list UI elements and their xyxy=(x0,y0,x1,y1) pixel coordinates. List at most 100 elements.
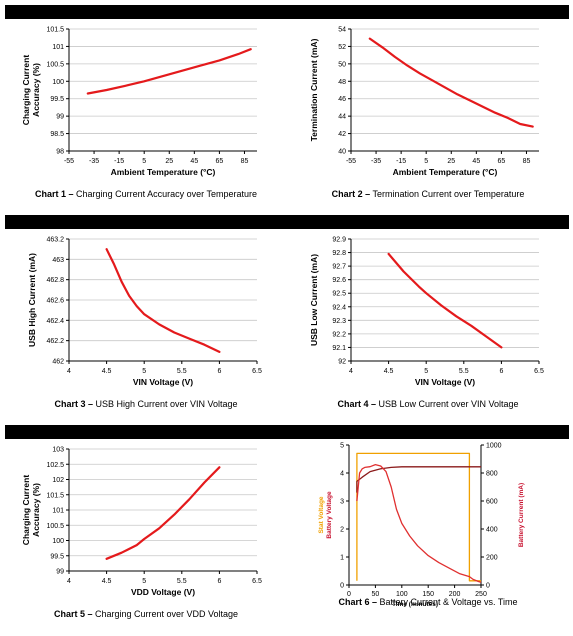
chart-4-svg: 92 92.1 92.2 92.3 92.4 92.5 92.6 92.7 92.8 92.9 4 4… xyxy=(309,237,544,388)
x-tick-label: 85 xyxy=(523,158,531,165)
y-tick-label: 100.5 xyxy=(46,523,64,530)
x-tick-label: 25 xyxy=(165,158,173,165)
y-tick-label: 50 xyxy=(338,61,346,68)
chart-3-svg: 462 462.2 462.4 462.6 462.8 463 463.2 4 4.5 5 5.5 6… xyxy=(27,237,262,388)
y-tick-label: 100 xyxy=(52,538,64,545)
x-tick-label: 4 xyxy=(67,578,71,585)
x-tick-label: 250 xyxy=(475,591,487,598)
x-tick-label: 65 xyxy=(216,158,224,165)
y-tick-label: 102.5 xyxy=(46,462,64,469)
series-line xyxy=(105,248,221,354)
x-tick-label: -55 xyxy=(346,158,356,165)
y-tick-label: 99.5 xyxy=(50,553,64,560)
x-tick-label: 5.5 xyxy=(177,368,187,375)
caption-text: Battery Current & Voltage vs. Time xyxy=(376,597,518,607)
y-tick-label: 92.8 xyxy=(332,250,346,257)
panel-header-bar xyxy=(287,425,569,439)
y-axis-label: Accuracy (%) xyxy=(31,483,41,537)
x-tick-label: 5 xyxy=(142,578,146,585)
y-tick-label: 54 xyxy=(338,27,346,34)
x-tick-label: -55 xyxy=(64,158,74,165)
y-tick-label: 92 xyxy=(338,359,346,366)
x-tick-label: -35 xyxy=(371,158,381,165)
caption-number: Chart 1 – xyxy=(35,189,74,199)
y-tick-label: 101.5 xyxy=(46,492,64,499)
x-tick-label: 4 xyxy=(67,368,71,375)
x-tick-label: 150 xyxy=(422,591,434,598)
y-tick-label: 99 xyxy=(56,569,64,576)
y-tick-label: 462.6 xyxy=(46,298,64,305)
x-tick-label: 5 xyxy=(142,368,146,375)
panel-header-bar xyxy=(287,5,569,19)
x-axis-label: Ambient Temperature (°C) xyxy=(393,167,498,177)
caption-number: Chart 6 – xyxy=(338,597,377,607)
y-tick-label: 102 xyxy=(52,477,64,484)
chart-panel-2: 40 42 44 46 48 50 52 54 -55 -35 -15 5 25 45 65 85 Ambien… xyxy=(287,5,569,208)
y-tick-label-right: 600 xyxy=(486,499,498,506)
caption-number: Chart 2 – xyxy=(331,189,371,199)
series-line xyxy=(105,466,221,560)
chart-caption: Chart 6 – Battery Current & Voltage vs. … xyxy=(287,597,569,607)
y-tick-label-left: 0 xyxy=(340,583,344,590)
y-tick-label-right: 1000 xyxy=(486,443,502,450)
caption-text: USB Low Current over VIN Voltage xyxy=(375,399,519,409)
chart-caption: Chart 4 – USB Low Current over VIN Volta… xyxy=(287,399,569,409)
y-tick-label: 99.5 xyxy=(50,96,64,103)
y-tick-label: 101 xyxy=(52,44,64,51)
x-tick-label: 5 xyxy=(424,158,428,165)
x-tick-label: 5.5 xyxy=(177,578,187,585)
y-tick-label: 463.2 xyxy=(46,237,64,244)
chart-caption: Chart 5 – Charging Current over VDD Volt… xyxy=(5,609,287,619)
x-tick-label: 4.5 xyxy=(102,368,112,375)
caption-number: Chart 4 – xyxy=(337,399,376,409)
x-tick-label: 50 xyxy=(372,591,380,598)
y-tick-label: 462.8 xyxy=(46,277,64,284)
chart-caption: Chart 2 – Termination Current over Tempe… xyxy=(287,189,569,199)
x-tick-label: 65 xyxy=(498,158,506,165)
y-tick-label: 98 xyxy=(56,149,64,156)
y-tick-label: 92.2 xyxy=(332,331,346,338)
y-tick-label: 100.5 xyxy=(46,61,64,68)
x-tick-label: 4.5 xyxy=(384,368,394,375)
y-axis-label: Accuracy (%) xyxy=(31,63,41,117)
caption-text: Termination Current over Temperature xyxy=(370,189,525,199)
y-tick-label-right: 400 xyxy=(486,527,498,534)
chart-panel-6: 0 1 2 3 4 5 0 200 400 600 800 1000 0 50 100 150 200 250 Ti… xyxy=(287,425,569,628)
series-line xyxy=(356,463,482,583)
y-tick-label: 52 xyxy=(338,44,346,51)
y-tick-label: 40 xyxy=(338,149,346,156)
series-line xyxy=(356,452,481,582)
y-tick-label-left: 3 xyxy=(340,499,344,506)
y-axis-label-left: Stat Voltage xyxy=(318,496,325,533)
x-tick-label: 6 xyxy=(499,368,503,375)
x-axis-label: Time (minutes) xyxy=(392,601,438,608)
y-axis-label: USB Low Current (mA) xyxy=(309,254,319,346)
caption-text: Charging Current over VDD Voltage xyxy=(92,609,239,619)
y-axis-label-right: Battery Current (mA) xyxy=(518,483,525,547)
x-tick-label: 0 xyxy=(347,591,351,598)
x-tick-label: 6 xyxy=(217,368,221,375)
y-tick-label-right: 200 xyxy=(486,555,498,562)
panel-header-bar xyxy=(5,5,287,19)
y-tick-label: 99 xyxy=(56,114,64,121)
series-line xyxy=(387,252,503,349)
caption-text: USB High Current over VIN Voltage xyxy=(92,399,238,409)
x-tick-label: 4 xyxy=(349,368,353,375)
chart-1-svg: 98 98.5 99 99.5 100 100.5 101 101.5 -55 -35 -15 5 25… xyxy=(21,27,257,177)
series-line xyxy=(86,48,252,95)
y-tick-label: 46 xyxy=(338,96,346,103)
chart-panel-3: 462 462.2 462.4 462.6 462.8 463 463.2 4 4.5 5 5.5 6… xyxy=(5,215,287,418)
y-tick-label: 92.5 xyxy=(332,291,346,298)
x-tick-label: 6.5 xyxy=(252,578,262,585)
x-axis-label: VIN Voltage (V) xyxy=(133,377,193,387)
y-axis-label: USB High Current (mA) xyxy=(27,253,37,347)
x-axis-label: Ambient Temperature (°C) xyxy=(111,167,216,177)
x-tick-label: 200 xyxy=(449,591,461,598)
y-tick-label: 462 xyxy=(52,359,64,366)
chart-2-svg: 40 42 44 46 48 50 52 54 -55 -35 -15 5 25 45 65 85 Ambien… xyxy=(309,27,539,177)
y-tick-label-right: 0 xyxy=(486,583,490,590)
x-tick-label: -35 xyxy=(89,158,99,165)
y-tick-label: 42 xyxy=(338,131,346,138)
y-tick-label: 44 xyxy=(338,114,346,121)
